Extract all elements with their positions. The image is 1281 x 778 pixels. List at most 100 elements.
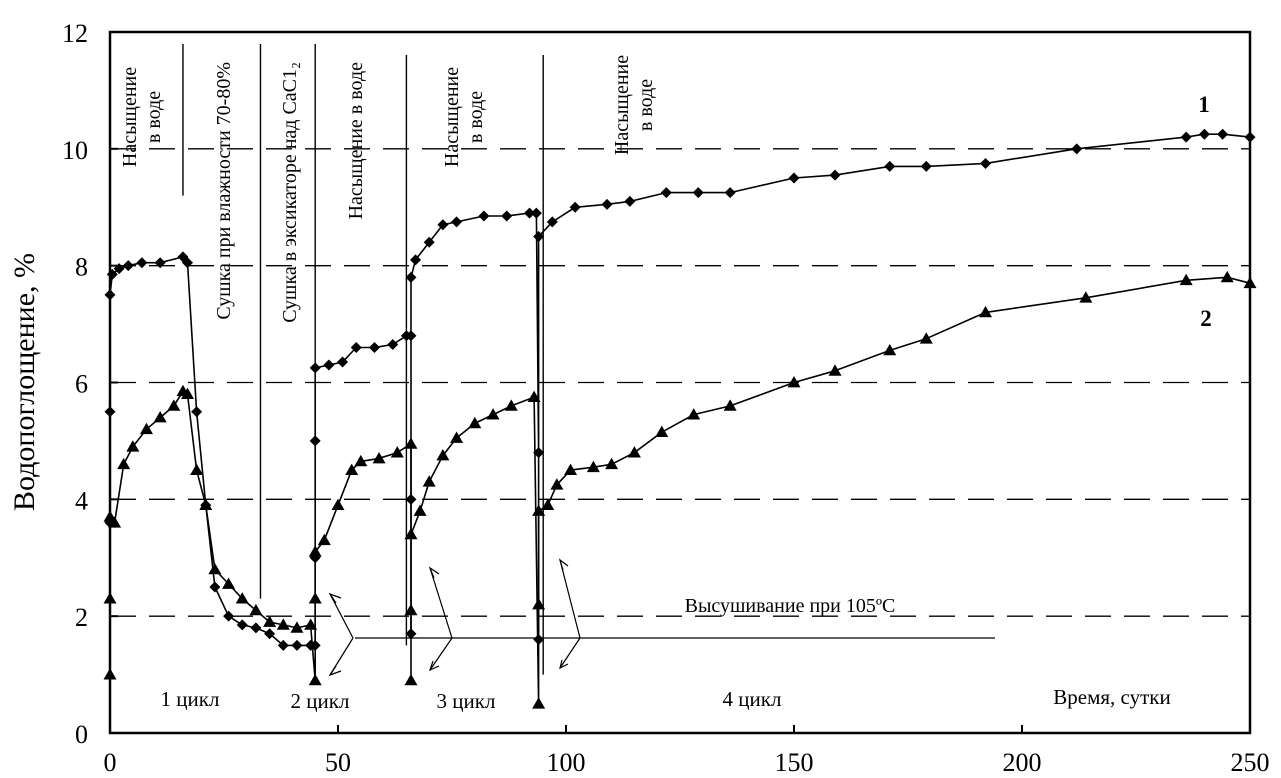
series-2-point (422, 475, 436, 487)
series-2-point (1220, 270, 1234, 283)
phase-label-line: Насыщение (611, 55, 633, 155)
series-2-point (167, 399, 181, 411)
y-tick-label: 12 (62, 19, 88, 48)
cycle-4-label: 4 цикл (723, 687, 782, 711)
series-2-point (304, 618, 318, 630)
series-1-point (250, 622, 262, 634)
phase-label-3: Сушка в эксикаторе над СаС1₂ (279, 62, 301, 323)
series-1-point (323, 359, 335, 371)
series-2-point (249, 603, 263, 616)
series-2-point (103, 668, 117, 680)
x-tick-label: 100 (547, 748, 586, 777)
series-2-point (504, 399, 518, 411)
phase-label-line: Насыщение в воде (345, 62, 367, 220)
series-2-point (979, 305, 993, 318)
series-1-point (884, 160, 896, 172)
series-2-point (108, 516, 122, 528)
series-1-point (501, 210, 513, 222)
series-2-point (541, 498, 555, 511)
series-1-point (920, 160, 932, 172)
series-1-point (524, 207, 536, 219)
series-1-point (191, 406, 203, 418)
series-2-point (276, 618, 290, 630)
series-2-point (450, 431, 464, 443)
drying-label: Высушивание при 105ºС (685, 595, 896, 617)
series-2-point (723, 399, 737, 411)
series-2-point (235, 592, 249, 604)
series-1-point (601, 198, 613, 210)
series-1-point (437, 219, 449, 231)
series-2-point (354, 454, 368, 467)
series-1-point (1198, 128, 1210, 140)
phase-label-5: Насыщение в воде (441, 67, 487, 167)
series-1-point (724, 187, 736, 199)
series-1-point (533, 447, 545, 459)
series-2-point (486, 408, 500, 420)
series-2-point (1243, 276, 1257, 289)
series-2-point (605, 457, 619, 470)
series-1-point (530, 207, 542, 219)
series-1-point (309, 639, 321, 651)
series-1-point (410, 254, 422, 266)
series-1-point (264, 628, 276, 640)
series-2-point (308, 545, 322, 557)
y-tick-label: 4 (75, 486, 88, 515)
series-2-point (390, 446, 404, 458)
series-1-point (980, 157, 992, 169)
series-2-point (103, 592, 117, 604)
series-1-point (533, 230, 545, 242)
series-2-point (1079, 291, 1093, 303)
series-1-point (209, 581, 221, 593)
series-1-point (122, 260, 134, 272)
series-2-point (586, 460, 600, 473)
series-2-point (919, 332, 933, 344)
series-1-point (368, 341, 380, 353)
series-2-point (317, 533, 331, 546)
time-axis-label: Время, сутки (1053, 685, 1170, 709)
phase-label-line: в воде (143, 91, 165, 143)
phase-label-line: в воде (635, 79, 657, 131)
series-2-point (564, 463, 578, 475)
y-tick-label: 0 (75, 720, 88, 749)
series-2-point (787, 376, 801, 388)
series-1-point (660, 187, 672, 199)
series-2-point (532, 697, 546, 709)
phase-label-2: Сушка при влажности 70-80% (213, 62, 235, 320)
series-2-point (181, 387, 195, 400)
series-2-point (199, 498, 213, 511)
series-2-point (627, 446, 641, 458)
series-1-point (350, 341, 362, 353)
x-tick-label: 200 (1003, 748, 1042, 777)
series-2-line (109, 276, 1251, 705)
series-1-point (182, 257, 194, 269)
series-2-point (532, 597, 546, 610)
series-2-point (404, 437, 418, 449)
series-2-point (263, 615, 277, 627)
series-1-point (692, 187, 704, 199)
series-1-point (1217, 128, 1229, 140)
series-1-point (1244, 131, 1256, 143)
series-1-point (337, 356, 349, 368)
series-1-point (405, 493, 417, 505)
series-2-point (687, 408, 701, 420)
series-2-point (655, 425, 669, 438)
series-1-point (829, 169, 841, 181)
series-1-point (405, 628, 417, 640)
series-1-point (309, 362, 321, 374)
series-2-point (550, 478, 564, 490)
series-1-point (106, 268, 118, 280)
series-1-point (104, 406, 116, 418)
reference-lines (110, 148, 1250, 617)
series-2-point (404, 673, 418, 686)
series-2-point (117, 457, 131, 470)
series-1-point (624, 195, 636, 207)
phase-label-line: Сушка в эксикаторе над СаС1₂ (279, 62, 301, 323)
series-1-point (1071, 143, 1083, 155)
x-tick-label: 150 (775, 748, 814, 777)
phase-label-6: Насыщение в воде (611, 55, 657, 155)
phase-labels: Насыщение в воде Сушка при влажности 70-80… (119, 55, 657, 323)
y-axis-label: Водопоглощение, % (8, 253, 41, 511)
phase-label-1: Насыщение в воде (119, 67, 165, 167)
y-tick-label: 6 (75, 370, 88, 399)
